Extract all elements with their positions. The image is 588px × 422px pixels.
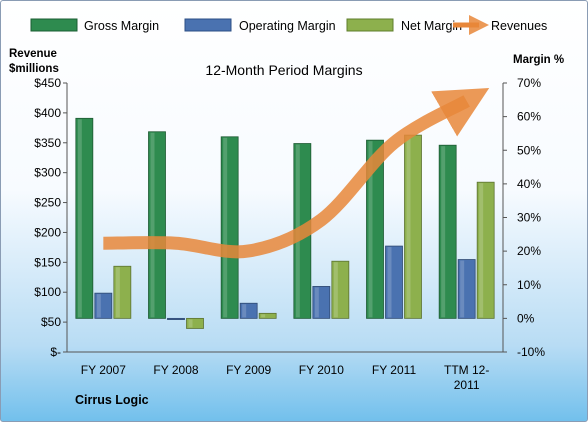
right-tick-label: 10%: [517, 278, 541, 292]
left-tick-label: $250: [34, 196, 61, 210]
right-tick-label: 60%: [517, 110, 541, 124]
bar-net-margin-ttm-12-2011: [476, 181, 495, 319]
left-axis-title-line-2: $millions: [9, 63, 59, 75]
category-label-fy-2010: FY 2010: [299, 363, 344, 377]
bar-operating-margin-fy-2011: [385, 245, 403, 319]
bar-net-margin-fy-2007: [113, 265, 132, 319]
right-tick-label: 20%: [517, 244, 541, 258]
bar-gross-margin-fy-2011: [366, 139, 384, 319]
bar-highlight: [314, 287, 319, 318]
left-tick-label: $300: [34, 166, 61, 180]
left-axis-ticks: $- $50 $100 $150 $200 $250 $300 $350 $400 $450: [34, 76, 67, 359]
bar-series: [75, 117, 495, 329]
right-tick-label: 30%: [517, 211, 541, 225]
category-label-fy-2007: FY 2007: [81, 363, 126, 377]
left-tick-label: $450: [34, 76, 61, 90]
legend-label-revenues: Revenues: [491, 19, 547, 33]
legend-swatch-net-margin: [346, 18, 394, 32]
legend-swatch-gross-margin: [30, 18, 78, 32]
left-tick-label: $200: [34, 225, 61, 239]
bar-highlight: [261, 314, 266, 318]
right-tick-label: 50%: [517, 143, 541, 157]
left-axis-title-line-1: Revenue: [9, 48, 57, 60]
bar-highlight: [150, 132, 155, 318]
right-axis-title: Margin %: [513, 54, 564, 66]
company-name: Cirrus Logic: [75, 393, 149, 407]
right-tick-label: 70%: [517, 76, 541, 90]
category-label-ttm-12-2011: TTM 12-2011: [444, 363, 489, 392]
bar-operating-margin-ttm-12-2011: [457, 259, 476, 319]
bar-operating-margin-fy-2008: [167, 317, 185, 320]
right-tick-label: 0%: [517, 311, 535, 325]
bar-highlight: [242, 304, 247, 318]
category-label-fy-2009: FY 2009: [226, 363, 271, 377]
bar-highlight: [479, 183, 484, 318]
bar-highlight: [460, 260, 465, 318]
revenue-series: [103, 87, 490, 259]
legend-label-net-margin: Net Margin: [401, 19, 462, 33]
bar-highlight: [96, 294, 101, 318]
bar-highlight: [77, 119, 82, 318]
category-label-fy-2008: FY 2008: [153, 363, 198, 377]
bar-operating-margin-fy-2007: [94, 292, 113, 319]
legend-label-gross-margin: Gross Margin: [84, 19, 159, 33]
category-labels: FY 2007 FY 2008 FY 2009 FY 2010 FY 2011 TTM 1…: [81, 363, 490, 392]
bar-highlight: [115, 267, 120, 318]
legend-label-operating-margin: Operating Margin: [239, 19, 336, 33]
bar-net-margin-fy-2009: [258, 312, 277, 319]
revenues-line: [103, 87, 490, 259]
left-tick-label: $150: [34, 255, 61, 269]
chart-title: 12-Month Period Margins: [205, 62, 362, 78]
bar-gross-margin-fy-2009: [220, 136, 239, 319]
left-tick-label: $350: [34, 136, 61, 150]
left-tick-label: $400: [34, 106, 61, 120]
bar-highlight: [223, 137, 228, 318]
bar-gross-margin-fy-2007: [75, 117, 94, 319]
bar-operating-margin-fy-2009: [239, 302, 258, 319]
right-tick-label: 40%: [517, 177, 541, 191]
bar-operating-margin-fy-2010: [312, 286, 331, 319]
legend-swatch-operating-margin: [184, 18, 232, 32]
bar-gross-margin-fy-2008: [148, 131, 166, 319]
left-tick-label: $100: [34, 285, 61, 299]
left-tick-label: $50: [41, 315, 61, 329]
category-label-fy-2011: FY 2011: [372, 363, 417, 377]
left-tick-label: $-: [50, 345, 61, 359]
bar-gross-margin-ttm-12-2011: [438, 144, 457, 319]
right-tick-label: -10%: [517, 345, 545, 359]
bar-net-margin-fy-2010: [331, 260, 350, 319]
bar-highlight: [368, 141, 373, 318]
bar-highlight: [333, 262, 338, 318]
right-axis-ticks: -10% 0% 10% 20% 30% 40% 50% 60% 70%: [503, 76, 545, 359]
bar-highlight: [387, 247, 392, 318]
bar-net-margin-fy-2008: [186, 317, 204, 329]
bar-highlight: [188, 319, 193, 328]
legend: Gross Margin Operating Margin Net Margin…: [30, 15, 547, 35]
bar-highlight: [441, 146, 446, 318]
bar-highlight: [406, 136, 411, 318]
